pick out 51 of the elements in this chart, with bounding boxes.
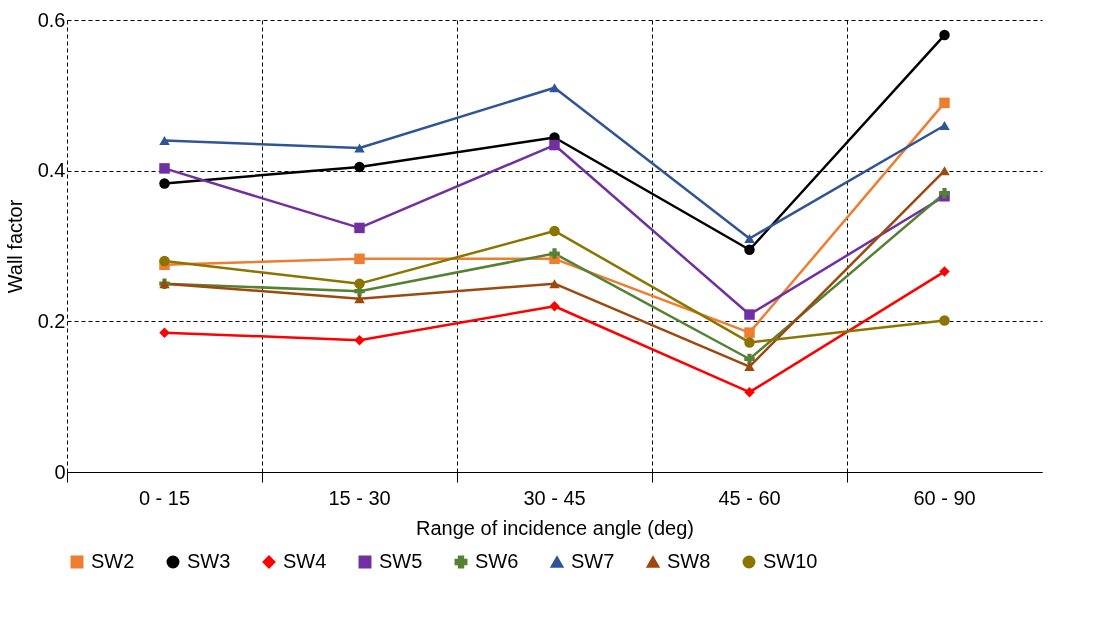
point	[354, 278, 365, 289]
point	[159, 178, 170, 189]
point	[744, 244, 755, 255]
point	[159, 327, 170, 338]
y-axis-title: Wall factor	[3, 199, 26, 294]
legend-label: SW2	[91, 550, 135, 572]
y-tick-label: 0.2	[37, 309, 66, 332]
legend-label: SW3	[187, 550, 231, 572]
legend-label: SW5	[379, 550, 423, 572]
y-tick-label: 0.6	[37, 8, 66, 31]
point	[354, 222, 365, 234]
point	[549, 301, 560, 312]
point	[549, 248, 560, 259]
point	[744, 386, 755, 398]
legend-label: SW4	[283, 550, 327, 572]
x-tick-label: 45 - 60	[718, 486, 781, 509]
point	[939, 29, 950, 41]
point	[159, 163, 170, 174]
point	[159, 255, 170, 267]
x-tick-label: 30 - 45	[523, 486, 586, 509]
point	[939, 166, 950, 176]
point	[744, 361, 755, 372]
legend-label: SW6	[475, 550, 519, 572]
legend-label: SW8	[667, 550, 711, 572]
point	[744, 327, 755, 338]
x-tick-label: 15 - 30	[328, 486, 391, 509]
x-tick-label: 60 - 90	[913, 486, 976, 509]
point	[744, 337, 755, 348]
point	[354, 294, 365, 304]
legend-label: SW7	[571, 550, 615, 572]
point	[549, 225, 560, 237]
point	[744, 353, 755, 365]
point	[939, 120, 950, 131]
point	[744, 309, 755, 320]
point	[549, 139, 560, 151]
y-tick-label: 0.4	[37, 159, 66, 182]
point	[549, 279, 560, 289]
point	[159, 135, 170, 146]
point	[939, 315, 950, 326]
point	[549, 83, 560, 93]
point	[354, 143, 365, 153]
point	[354, 334, 365, 346]
point	[939, 97, 950, 109]
point	[939, 266, 950, 277]
legend-label: SW10	[763, 550, 818, 572]
point	[744, 233, 755, 244]
y-tick-label: 0	[54, 460, 66, 483]
x-tick-label: 0 - 15	[138, 486, 191, 509]
point	[354, 253, 365, 265]
point	[354, 161, 365, 173]
x-axis-title: Range of incidence angle (deg)	[416, 516, 694, 539]
